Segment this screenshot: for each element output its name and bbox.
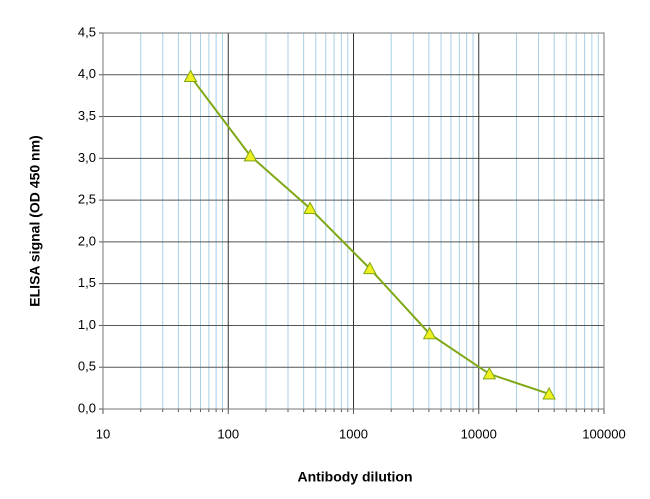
y-tick-label: 0,0 — [78, 400, 96, 415]
x-tick-label: 10000 — [461, 426, 497, 441]
x-tick-label: 10 — [96, 426, 110, 441]
data-marker — [303, 201, 317, 214]
x-axis-title: Antibody dilution — [297, 469, 412, 485]
y-tick-label: 2,0 — [78, 233, 96, 248]
data-marker — [542, 386, 556, 400]
x-tick-label: 100 — [217, 426, 239, 441]
data-marker — [183, 69, 198, 82]
y-tick-label: 1,0 — [78, 317, 96, 332]
y-tick-label: 1,5 — [78, 275, 96, 290]
y-tick-label: 3,5 — [78, 108, 96, 123]
data-marker — [243, 148, 258, 162]
data-marker — [482, 366, 497, 380]
plot-border — [102, 32, 605, 410]
y-tick-label: 4,5 — [78, 24, 96, 39]
y-tick-label: 4,0 — [78, 66, 96, 81]
y-tick-label: 3,0 — [78, 150, 96, 165]
y-axis-title: ELISA signal (OD 450 nm) — [27, 135, 43, 306]
y-tick-label: 2,5 — [78, 192, 96, 207]
x-tick-label: 1000 — [339, 426, 368, 441]
data-marker — [362, 261, 377, 275]
data-marker — [422, 326, 437, 340]
x-tick-label: 100000 — [582, 426, 625, 441]
y-tick-label: 0,5 — [78, 359, 96, 374]
